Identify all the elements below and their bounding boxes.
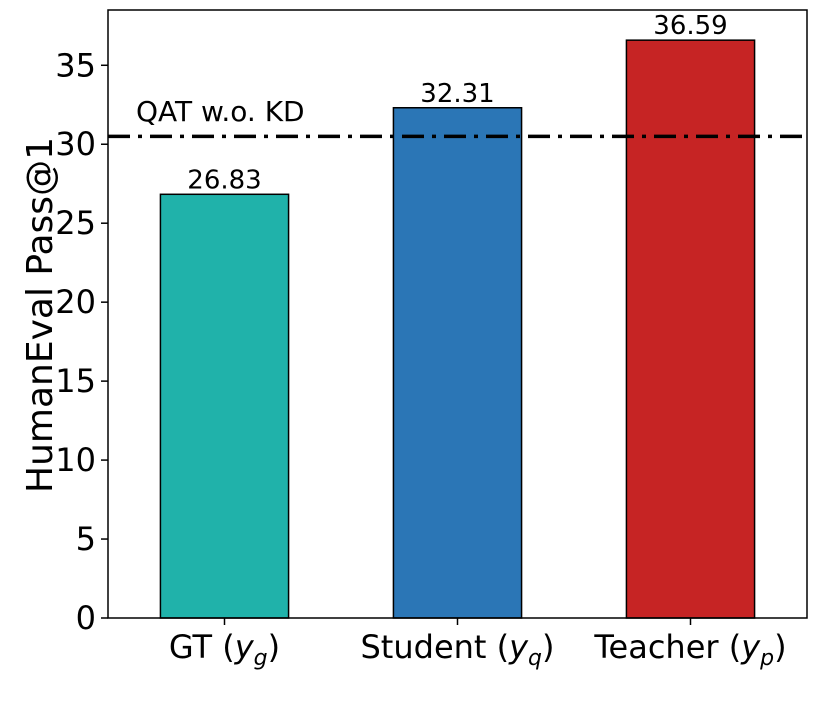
x-tick-label-2: Teacher (yp) xyxy=(593,628,786,671)
y-tick-label-4: 20 xyxy=(55,283,96,321)
bar-value-label-0: 26.83 xyxy=(187,165,261,195)
y-tick-label-2: 10 xyxy=(55,441,96,479)
axis-layer: GT (yg) Student (yq) Teacher (yp) 0 5 10 15 20 2… xyxy=(55,9,808,671)
bar-value-label-2: 36.59 xyxy=(653,11,727,41)
y-tick-label-5: 25 xyxy=(55,204,96,242)
y-axis-label: HumanEval Pass@1 xyxy=(20,137,61,493)
y-tick-label-7: 35 xyxy=(55,46,96,84)
x-tick-label-0: GT (yg) xyxy=(169,628,280,671)
y-tick-label-0: 0 xyxy=(76,599,96,637)
bar-value-label-1: 32.31 xyxy=(420,79,494,109)
reference-line-label: QAT w.o. KD xyxy=(136,95,305,128)
y-tick-label-1: 5 xyxy=(76,520,96,558)
bar-0 xyxy=(159,193,290,619)
bar-1 xyxy=(392,107,523,619)
y-tick-label-6: 30 xyxy=(55,125,96,163)
bars-layer: 26.83 32.31 36.59 xyxy=(159,11,756,619)
y-tick-label-3: 15 xyxy=(55,362,96,400)
x-tick-label-1: Student (yq) xyxy=(360,628,554,671)
plot-frame xyxy=(107,9,808,619)
bar-2 xyxy=(625,39,756,619)
